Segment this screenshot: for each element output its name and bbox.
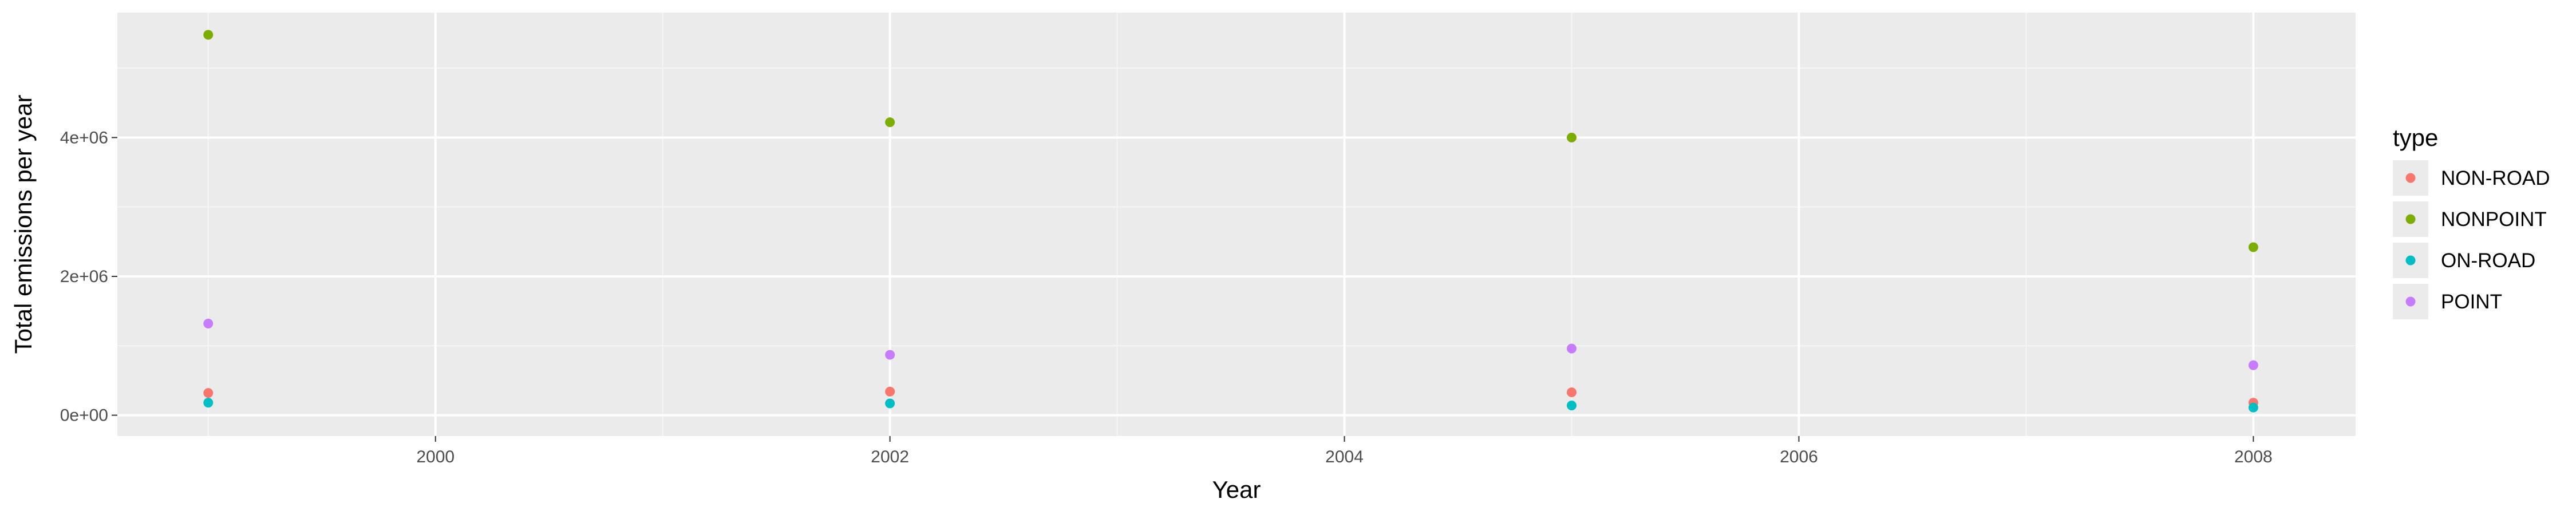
x-tick-label: 2004: [1325, 447, 1364, 466]
legend-title: type: [2393, 124, 2438, 151]
y-tick-label: 0e+00: [60, 406, 108, 425]
legend: type NON-ROAD NONPOINT ON-ROAD POINT: [2393, 124, 2550, 319]
legend-label-point: POINT: [2441, 291, 2502, 313]
legend-label-non-road: NON-ROAD: [2441, 167, 2550, 189]
y-axis: 0e+00 2e+06 4e+06: [60, 128, 117, 425]
y-tick-label: 4e+06: [60, 128, 108, 147]
minor-gridlines: [117, 13, 2356, 436]
legend-label-on-road: ON-ROAD: [2441, 249, 2535, 272]
point-on-road: [885, 398, 895, 409]
x-tick-label: 2002: [871, 447, 909, 466]
point-point: [203, 318, 214, 328]
point-nonpoint: [203, 30, 214, 40]
x-tick-label: 2000: [416, 447, 455, 466]
legend-swatch-on-road: [2405, 255, 2416, 266]
point-nonpoint: [2248, 242, 2258, 252]
point-on-road: [203, 398, 214, 408]
point-point: [2248, 360, 2258, 370]
data-points: [203, 30, 2258, 413]
point-point: [1567, 343, 1577, 354]
plot-panel: [117, 13, 2356, 436]
point-point: [885, 350, 895, 360]
point-on-road: [2248, 402, 2258, 413]
y-tick-label: 2e+06: [60, 267, 108, 286]
point-non-road: [885, 386, 895, 397]
point-nonpoint: [885, 117, 895, 128]
point-non-road: [203, 388, 214, 398]
legend-label-nonpoint: NONPOINT: [2441, 208, 2547, 231]
y-axis-title: Total emissions per year: [10, 95, 37, 354]
point-nonpoint: [1567, 132, 1577, 142]
x-axis: 2000 2002 2004 2006 2008: [416, 436, 2273, 466]
x-axis-title: Year: [1212, 476, 1261, 503]
legend-swatch-non-road: [2405, 173, 2416, 183]
legend-swatch-nonpoint: [2405, 214, 2416, 224]
legend-swatch-point: [2405, 296, 2416, 307]
point-on-road: [1567, 401, 1577, 411]
x-tick-label: 2006: [1780, 447, 1818, 466]
x-tick-label: 2008: [2234, 447, 2273, 466]
point-non-road: [1567, 387, 1577, 398]
